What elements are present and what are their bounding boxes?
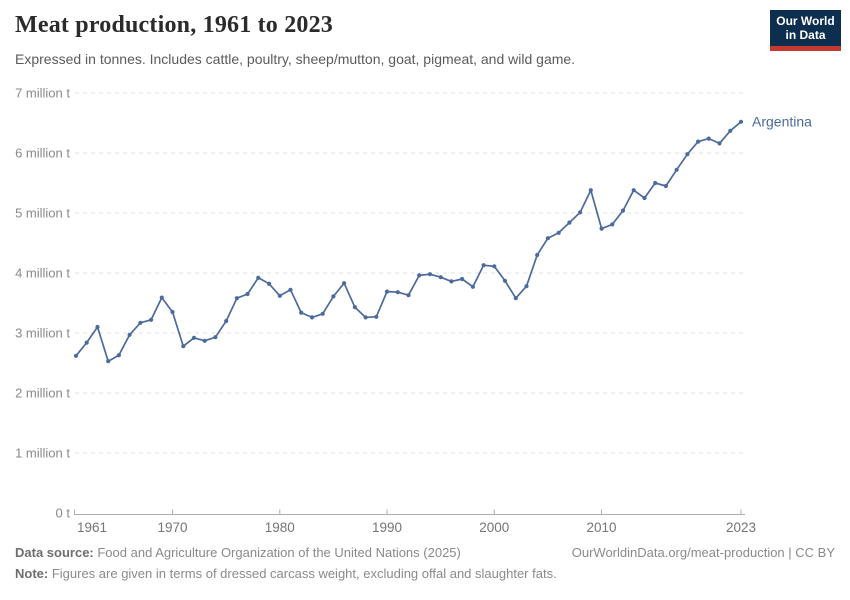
data-point [84, 340, 89, 345]
y-axis-tick-label: 1 million t [15, 446, 70, 461]
data-point [299, 310, 304, 315]
data-point [288, 287, 293, 292]
data-point [342, 281, 347, 286]
y-axis-tick-label: 2 million t [15, 386, 70, 401]
x-axis-tick-label: 1970 [158, 520, 188, 535]
data-point [374, 314, 379, 319]
data-point [470, 284, 475, 289]
data-point [256, 275, 261, 280]
line-chart-canvas[interactable]: 0 t 1 million t 2 million t 3 million t 4 mi… [0, 0, 850, 540]
data-point [653, 180, 658, 186]
data-point [95, 324, 100, 330]
data-point [406, 293, 411, 298]
data-point [202, 338, 207, 343]
data-point [706, 136, 711, 141]
data-point [674, 167, 679, 172]
data-point [738, 119, 744, 124]
data-point [417, 273, 422, 278]
owid-logo: Our World in Data [770, 10, 841, 51]
data-point [320, 311, 325, 316]
data-point [610, 222, 615, 227]
chart-subtitle: Expressed in tonnes. Includes cattle, po… [15, 51, 576, 67]
x-axis-tick-label: 2023 [726, 520, 756, 535]
data-point [663, 183, 669, 189]
data-point [181, 344, 186, 349]
data-point [535, 252, 540, 258]
data-point [234, 296, 239, 301]
chart-footer: Data source: Food and Agriculture Organi… [15, 545, 835, 581]
note-line: Note: Figures are given in terms of dres… [15, 566, 835, 581]
y-axis-tick-label: 7 million t [15, 86, 70, 101]
chart-area[interactable]: 0 t 1 million t 2 million t 3 million t 4 mi… [0, 0, 850, 540]
data-point [481, 263, 486, 268]
data-point [717, 141, 722, 146]
data-point [159, 295, 164, 300]
data-point [567, 220, 572, 225]
data-point [309, 315, 315, 320]
y-axis-tick-label: 4 million t [15, 266, 70, 281]
data-source-label: Data source: [15, 545, 94, 560]
note-label: Note: [15, 566, 49, 581]
data-point [696, 139, 701, 144]
data-point [492, 264, 497, 269]
data-point [352, 305, 357, 310]
series-label-argentina: Argentina [752, 113, 812, 129]
data-point [170, 309, 175, 315]
y-axis-tick-label: 3 million t [15, 326, 70, 341]
data-point [513, 296, 518, 301]
data-point [116, 353, 121, 358]
data-point [728, 128, 733, 133]
data-point [213, 335, 218, 340]
x-axis-tick-label: 1990 [372, 520, 402, 535]
x-axis-tick-label: 1980 [265, 520, 295, 535]
data-point [438, 275, 443, 280]
data-point [588, 188, 593, 193]
data-point [191, 335, 197, 340]
data-point [127, 332, 132, 337]
data-point [524, 284, 529, 289]
data-point [599, 226, 604, 231]
x-axis-tick-label: 1961 [77, 520, 107, 535]
data-point [384, 289, 390, 294]
data-point [224, 318, 229, 324]
owid-logo-line2: in Data [785, 28, 826, 42]
data-point [578, 210, 583, 215]
data-source-text: Food and Agriculture Organization of the… [93, 545, 461, 560]
note-text: Figures are given in terms of dressed ca… [48, 566, 557, 581]
data-point [245, 291, 250, 297]
data-point [460, 276, 465, 282]
data-point [138, 320, 143, 325]
data-point [685, 152, 690, 157]
data-point [149, 317, 154, 322]
y-axis-tick-label: 6 million t [15, 146, 70, 161]
data-point [620, 208, 626, 213]
data-line [75, 120, 742, 363]
data-source-line: Data source: Food and Agriculture Organi… [15, 545, 461, 560]
owid-citation-link[interactable]: OurWorldinData.org/meat-production | CC … [571, 545, 835, 560]
data-point [331, 294, 336, 299]
x-axis-tick-label: 2000 [479, 520, 509, 535]
data-point [73, 353, 79, 358]
x-axis-tick-label: 2010 [587, 520, 617, 535]
data-point [502, 278, 508, 283]
data-point [545, 236, 551, 241]
data-point [395, 290, 400, 295]
page-title: Meat production, 1961 to 2023 [15, 12, 334, 38]
data-point [449, 279, 454, 284]
data-point [106, 359, 111, 364]
data-point [427, 272, 433, 277]
data-point [631, 188, 636, 193]
data-point [642, 195, 647, 201]
y-axis-tick-label: 5 million t [15, 206, 70, 221]
y-axis-tick-label: 0 t [56, 506, 71, 521]
data-point [277, 293, 282, 298]
data-point [363, 315, 368, 320]
owid-logo-line1: Our World [776, 13, 835, 28]
data-point [556, 230, 561, 235]
data-point [267, 281, 272, 286]
